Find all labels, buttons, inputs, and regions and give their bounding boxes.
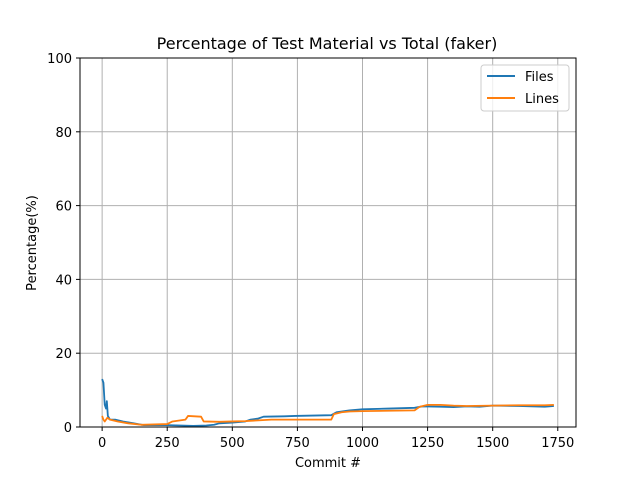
plot-frame (79, 57, 577, 428)
x-axis-label: Commit # (295, 456, 361, 471)
x-tick-label: 500 (220, 436, 245, 451)
axis-ticks: 0 250 500 750 1000 1250 1500 1750 0 20 40 60 80 100 (47, 52, 574, 451)
x-tick-label: 1500 (476, 436, 509, 451)
y-tick-label: 100 (47, 52, 72, 67)
x-tick-label: 750 (285, 436, 310, 451)
x-tick-label: 1250 (411, 436, 444, 451)
legend: Files Lines (480, 64, 570, 112)
chart-title: Percentage of Test Material vs Total (fa… (157, 34, 498, 53)
y-tick-label: 20 (55, 347, 72, 362)
series-line-lines (101, 403, 554, 426)
x-tick-label: 1750 (541, 436, 574, 451)
legend-label-lines: Lines (525, 92, 559, 107)
legend-label-files: Files (525, 70, 554, 85)
y-tick-label: 0 (64, 421, 72, 436)
y-tick-label: 80 (55, 126, 72, 141)
y-tick-label: 60 (55, 200, 72, 215)
x-tick-label: 0 (98, 436, 106, 451)
x-tick-label: 1000 (346, 436, 379, 451)
y-axis-label: Percentage(%) (25, 195, 40, 291)
y-tick-label: 40 (55, 273, 72, 288)
series-lines (101, 378, 554, 427)
x-tick-label: 250 (155, 436, 180, 451)
